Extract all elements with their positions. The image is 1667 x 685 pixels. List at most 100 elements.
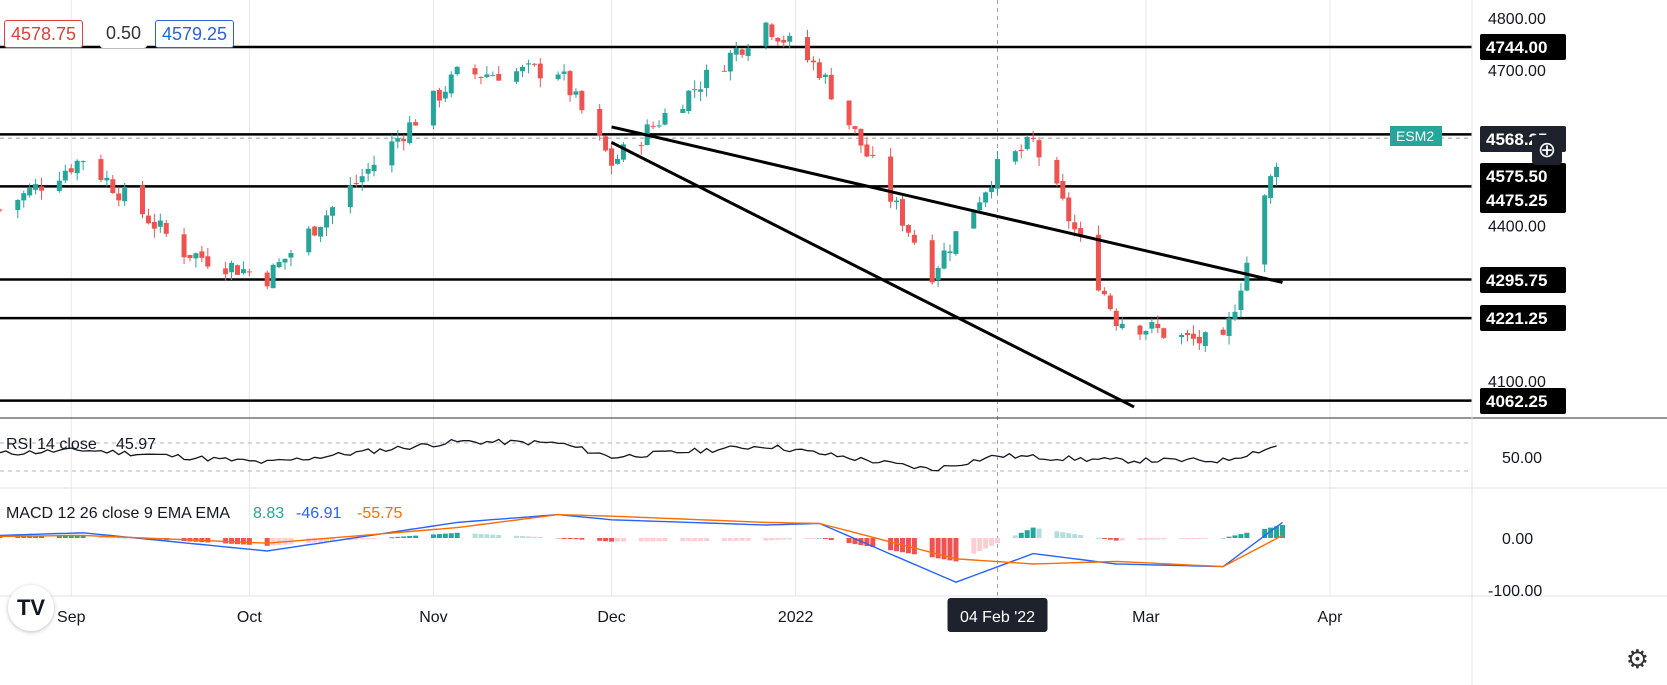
- candlestick-series: [0, 21, 1280, 352]
- candle-body: [282, 258, 288, 263]
- macd-histogram-bar: [911, 538, 917, 555]
- candle-body: [555, 74, 561, 80]
- candle-body: [74, 160, 80, 174]
- macd-histogram-bar: [727, 538, 733, 541]
- macd-histogram-bar: [721, 538, 727, 541]
- macd-histogram-bar: [1095, 537, 1101, 539]
- tradingview-logo[interactable]: TV: [8, 585, 54, 631]
- candle-body: [941, 250, 947, 269]
- macd-histogram-bar: [597, 538, 603, 541]
- macd-histogram-bar: [1179, 538, 1185, 540]
- candle-body: [472, 68, 478, 75]
- macd-histogram-bar: [276, 538, 282, 545]
- macd-histogram-bar: [704, 538, 710, 541]
- macd-histogram-bar: [846, 538, 852, 544]
- candle-body: [122, 187, 128, 202]
- macd-histogram-bar: [490, 534, 496, 538]
- macd-line: [0, 513, 1283, 583]
- candle-body: [1143, 330, 1149, 335]
- macd-histogram-bar: [98, 536, 104, 538]
- macd-histogram-bar: [407, 536, 413, 538]
- x-tick-label: Dec: [597, 609, 625, 626]
- macd-histogram-bar: [864, 538, 870, 547]
- candle-body: [995, 159, 1000, 189]
- candle-body: [442, 91, 448, 99]
- macd-histogram-bar: [1060, 532, 1066, 538]
- candle-body: [157, 220, 163, 227]
- macd-signal-value: -55.75: [357, 505, 402, 522]
- macd-histogram-bar: [371, 538, 377, 539]
- candle-body: [781, 39, 787, 43]
- macd-histogram-bar: [389, 537, 395, 539]
- candle-body: [983, 192, 989, 203]
- macd-histogram-bar: [1190, 538, 1196, 539]
- gear-icon[interactable]: ⚙: [1625, 644, 1649, 674]
- candle-body: [324, 215, 330, 228]
- macd-histogram-bar: [39, 536, 45, 538]
- candle-body: [911, 234, 917, 243]
- macd-histogram-bar: [395, 536, 401, 538]
- candle-body: [1274, 166, 1280, 178]
- candle-body: [1036, 140, 1042, 158]
- price-label: 4221.25: [1486, 309, 1547, 328]
- candle-body: [1155, 323, 1161, 329]
- macd-histogram-bar: [1018, 532, 1024, 538]
- macd-histogram-bar: [116, 537, 122, 539]
- macd-histogram-bar: [555, 538, 561, 539]
- candle-body: [828, 74, 834, 100]
- rsi-pane: [0, 438, 1472, 472]
- candle-body: [775, 37, 781, 42]
- candle-body: [805, 37, 810, 61]
- macd-histogram-value: 8.83: [253, 505, 284, 522]
- x-tick-label: Oct: [237, 609, 262, 626]
- candle-body: [1202, 332, 1208, 346]
- price-label: 4475.25: [1486, 191, 1547, 210]
- candle-body: [98, 159, 104, 180]
- spread-value: 0.50: [100, 20, 148, 48]
- x-tick-label: 2022: [778, 609, 814, 626]
- macd-histogram-bar: [852, 538, 858, 545]
- price-label-bg: [1480, 267, 1566, 293]
- macd-histogram-bar: [1012, 535, 1018, 538]
- candle-body: [680, 108, 686, 114]
- macd-histogram-bar: [650, 538, 656, 542]
- candle-body: [864, 144, 870, 157]
- candle-body: [787, 35, 793, 42]
- bid-price[interactable]: 4578.75: [4, 20, 84, 48]
- candle-body: [1244, 262, 1250, 291]
- macd-histogram-bar: [989, 538, 995, 546]
- candle-body: [80, 161, 86, 163]
- candle-body: [947, 251, 953, 253]
- candle-body: [193, 253, 199, 259]
- rsi-legend-value: 45.97: [116, 436, 156, 453]
- candle-body: [436, 89, 442, 101]
- candle-body: [597, 108, 603, 136]
- macd-histogram-bar: [1244, 532, 1250, 538]
- macd-histogram-bar: [122, 537, 128, 539]
- macd-histogram-bar: [537, 537, 543, 539]
- ask-price[interactable]: 4579.25: [155, 20, 235, 48]
- candle-body: [763, 22, 769, 47]
- macd-histogram-bar: [929, 538, 935, 558]
- candle-body: [1179, 334, 1185, 338]
- macd-histogram-bar: [644, 538, 650, 542]
- candle-body: [1107, 295, 1113, 310]
- macd-histogram-bar: [74, 535, 80, 538]
- candle-body: [852, 126, 858, 130]
- candle-body: [686, 90, 692, 112]
- candle-body: [650, 126, 656, 128]
- candle-body: [870, 154, 876, 156]
- macd-histogram-bar: [935, 538, 941, 559]
- macd-histogram-bar: [739, 538, 745, 541]
- macd-histogram-bar: [484, 534, 490, 538]
- candle-body: [894, 200, 900, 203]
- candle-body: [1101, 290, 1107, 295]
- candle-body: [235, 265, 240, 275]
- macd-histogram-bar: [240, 538, 246, 545]
- macd-histogram-bar: [359, 538, 365, 540]
- candle-body: [900, 199, 905, 226]
- crosshair-icon[interactable]: ⊕: [1532, 135, 1562, 165]
- trend-line: [611, 125, 1283, 284]
- macd-histogram-bar: [514, 535, 520, 538]
